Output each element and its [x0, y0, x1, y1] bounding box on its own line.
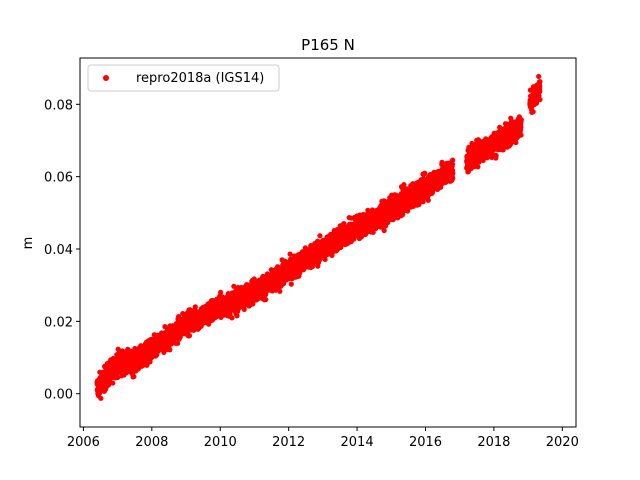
- x-tick-label: 2018: [477, 435, 510, 450]
- data-point: [518, 117, 524, 123]
- data-point: [192, 304, 198, 310]
- data-point: [475, 164, 481, 170]
- data-point: [450, 170, 456, 176]
- legend-entry-label: repro2018a (IGS14): [136, 71, 264, 86]
- chart-title: P165 N: [301, 36, 355, 54]
- data-point: [518, 132, 524, 138]
- y-tick-label: 0.08: [44, 98, 73, 113]
- data-point: [537, 96, 543, 103]
- data-point: [167, 347, 173, 353]
- data-points-layer: [94, 73, 543, 401]
- x-tick-label: 2012: [272, 435, 305, 450]
- y-axis-label: m: [21, 237, 36, 250]
- data-point: [186, 333, 193, 339]
- data-point: [131, 373, 137, 380]
- data-point: [288, 281, 294, 287]
- data-point: [114, 374, 121, 381]
- data-point: [115, 346, 121, 352]
- x-tick-label: 2014: [341, 435, 374, 450]
- data-point: [277, 288, 283, 294]
- data-point: [381, 227, 387, 234]
- x-tick-label: 2016: [409, 435, 442, 450]
- data-point: [518, 124, 524, 130]
- y-tick-label: 0.02: [44, 315, 73, 330]
- data-point: [450, 157, 456, 163]
- data-point: [105, 382, 112, 388]
- data-point: [537, 88, 543, 94]
- data-point: [263, 296, 269, 303]
- x-tick-label: 2008: [135, 435, 168, 450]
- data-point: [218, 289, 224, 295]
- data-point: [98, 395, 104, 401]
- legend-marker: [103, 75, 109, 81]
- data-point: [317, 233, 323, 239]
- data-point: [450, 175, 456, 181]
- data-point: [493, 152, 499, 159]
- y-tick-label: 0.06: [44, 171, 73, 186]
- y-tick-label: 0.00: [44, 388, 73, 403]
- x-tick-label: 2010: [204, 435, 237, 450]
- data-point: [537, 79, 543, 85]
- data-point: [513, 139, 519, 146]
- data-point: [530, 109, 536, 115]
- data-point: [229, 315, 235, 321]
- legend: repro2018a (IGS14): [87, 64, 280, 92]
- data-point: [425, 197, 431, 203]
- x-tick-label: 2006: [67, 435, 100, 450]
- data-point: [536, 73, 542, 80]
- data-point: [110, 380, 116, 386]
- y-tick-label: 0.04: [44, 243, 73, 258]
- data-point: [322, 256, 328, 262]
- data-point: [422, 170, 428, 176]
- data-point: [234, 313, 240, 319]
- data-point: [175, 340, 181, 346]
- x-tick-label: 2020: [546, 435, 579, 450]
